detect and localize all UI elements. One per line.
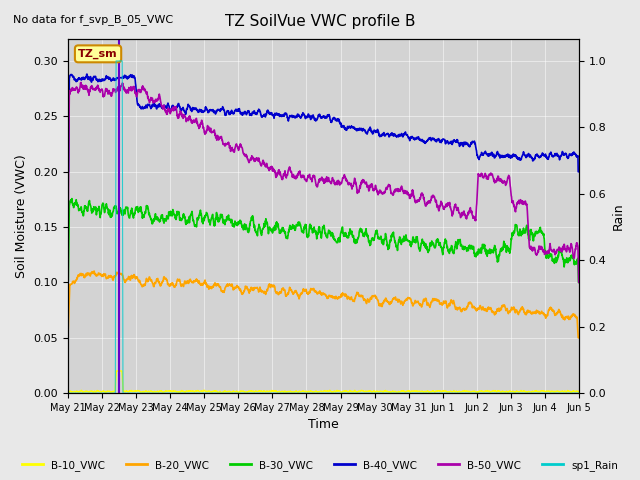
Y-axis label: Rain: Rain [612,202,625,230]
X-axis label: Time: Time [308,419,339,432]
Legend: B-10_VWC, B-20_VWC, B-30_VWC, B-40_VWC, B-50_VWC, sp1_Rain: B-10_VWC, B-20_VWC, B-30_VWC, B-40_VWC, … [18,456,622,475]
Text: No data for f_svp_B_05_VWC: No data for f_svp_B_05_VWC [13,14,173,25]
Text: TZ SoilVue VWC profile B: TZ SoilVue VWC profile B [225,14,415,29]
Text: TZ_sm: TZ_sm [78,48,118,59]
Y-axis label: Soil Moisture (VWC): Soil Moisture (VWC) [15,154,28,278]
